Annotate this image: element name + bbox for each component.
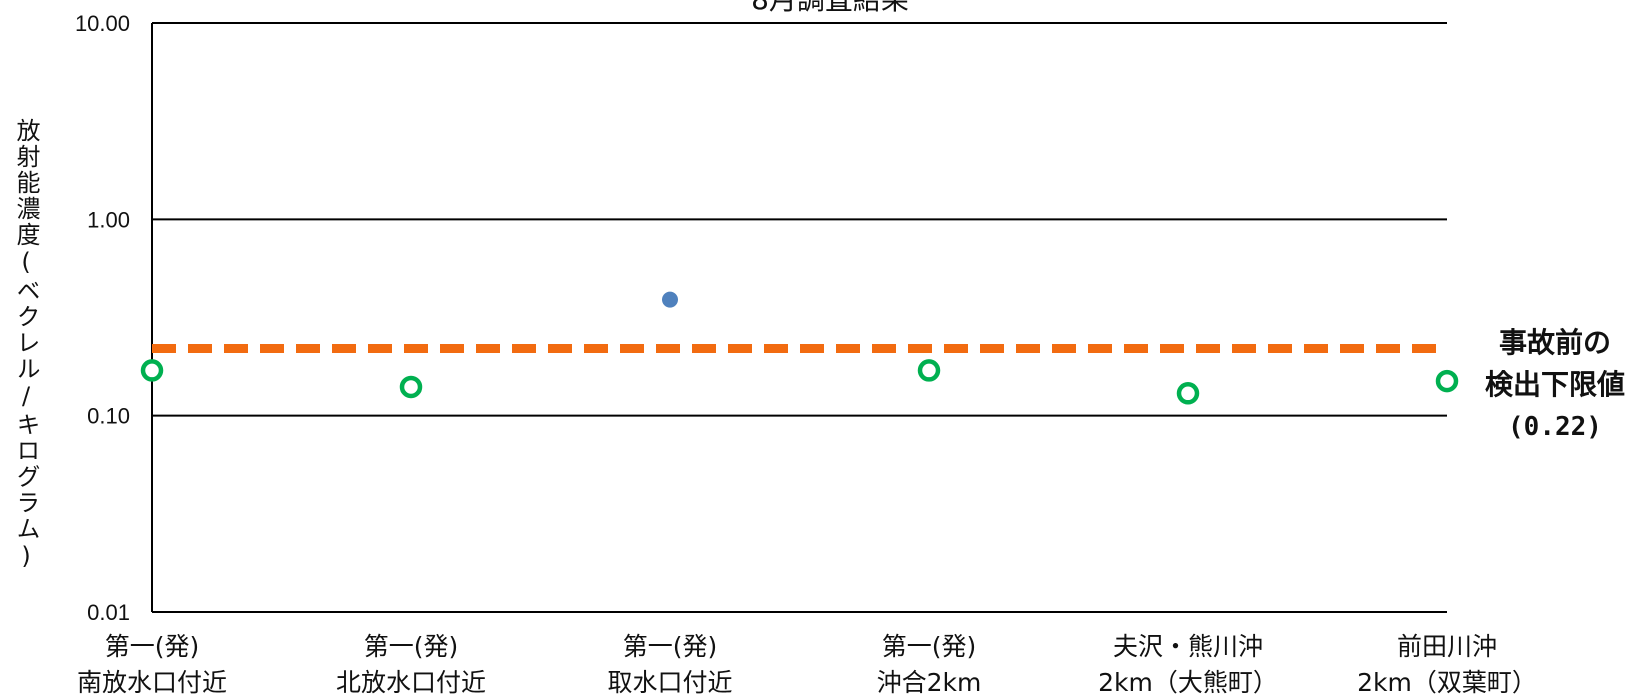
x-tick-label: 第一(発)	[364, 632, 459, 661]
x-tick-label: 沖合2km	[877, 668, 982, 697]
x-tick-label: 北放水口付近	[336, 668, 486, 697]
x-tick-label: 前田川沖	[1397, 632, 1497, 661]
x-tick-label: 2km（双葉町）	[1357, 668, 1537, 697]
x-tick-labels: 第一(発)南放水口付近第一(発)北放水口付近第一(発)取水口付近第一(発)沖合2…	[77, 632, 1537, 697]
y-axis-label: 放射能濃度(ベクレル/キログラム)	[12, 118, 40, 572]
annotation-line-2: 検出下限値	[1484, 368, 1625, 401]
annotation-line-1: 事故前の	[1498, 326, 1611, 359]
data-point-open	[1435, 369, 1459, 393]
y-tick-labels: 0.01 0.10 1.00 10.00	[75, 11, 130, 625]
data-point-filled	[662, 291, 678, 308]
x-tick-label: 夫沢・熊川沖	[1113, 632, 1263, 661]
annotation-line-3: (0.22)	[1508, 412, 1602, 442]
y-tick-label: 0.10	[87, 404, 130, 429]
data-point-open	[917, 359, 941, 382]
data-point-open	[1176, 382, 1200, 405]
reference-annotation: 事故前の 検出下限値 (0.22)	[1467, 322, 1643, 448]
x-tick-label: 南放水口付近	[77, 668, 227, 697]
data-points	[140, 291, 1459, 405]
data-point-open	[399, 375, 423, 399]
x-tick-label: 取水口付近	[607, 668, 732, 697]
data-point-open	[140, 359, 164, 382]
x-tick-label: 第一(発)	[882, 632, 977, 661]
x-tick-label: 第一(発)	[623, 632, 718, 661]
y-tick-label: 10.00	[75, 11, 130, 36]
x-tick-label: 2km（大熊町）	[1098, 668, 1278, 697]
y-tick-label: 0.01	[87, 600, 130, 625]
x-tick-label: 第一(発)	[105, 632, 200, 661]
y-tick-label: 1.00	[87, 207, 130, 232]
chart-title: 8月調査結果	[600, 0, 1060, 18]
grid-lines	[151, 22, 1447, 613]
